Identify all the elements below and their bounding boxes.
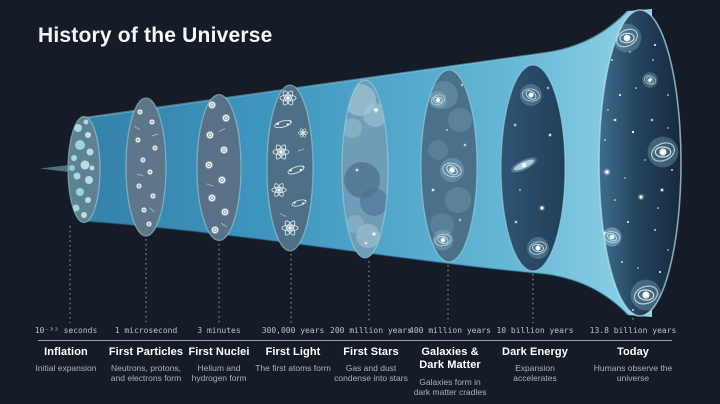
stage-column-galaxies-dark-matter: Galaxies & Dark Matter Galaxies form in … <box>400 346 500 398</box>
stage-ellipse-star-forming-clouds <box>341 79 389 259</box>
time-label-first-particles: 1 microsecond <box>114 326 178 335</box>
stage-name: First Nuclei <box>188 346 250 358</box>
stage-column-first-nuclei: First Nuclei Helium and hydrogen form <box>169 346 269 384</box>
stage-description: Galaxies form in dark matter cradles <box>413 376 487 398</box>
stage-ellipse-first-atoms <box>266 84 314 252</box>
time-label-first-nuclei: 3 minutes <box>197 326 241 335</box>
stage-description: Neutrons, protons, and electrons form <box>110 362 182 384</box>
stage-column-first-stars: First Stars Gas and dust condense into s… <box>321 346 421 384</box>
stage-name: Inflation <box>44 346 88 358</box>
stage-column-today: Today Humans observe the universe <box>583 346 683 384</box>
stage-ellipse-early-galaxies <box>420 69 478 263</box>
timeline-ticks <box>69 226 634 323</box>
time-label-galaxies: 400 million years <box>409 326 491 335</box>
stage-description: Expansion accelerates <box>513 362 557 384</box>
stage-description: Initial expansion <box>35 362 97 373</box>
stage-name: First Light <box>265 346 321 358</box>
stage-description: Humans observe the universe <box>593 362 673 384</box>
stage-description: Helium and hydrogen form <box>191 362 247 384</box>
time-label-today: 13.8 billion years <box>589 326 677 335</box>
page-title: History of the Universe <box>38 24 273 47</box>
stage-ellipse-modern-universe <box>598 9 682 317</box>
stage-name: Today <box>616 346 650 358</box>
time-label-first-stars: 200 million years <box>330 326 412 335</box>
stage-ellipse-subatomic-particles <box>125 97 167 237</box>
stage-name: Dark Energy <box>502 346 568 358</box>
stage-column-inflation: Inflation Initial expansion <box>16 346 116 373</box>
stage-name: First Stars <box>343 346 399 358</box>
time-label-first-light: 300,000 years <box>261 326 325 335</box>
stage-ellipse-atomic-nuclei <box>196 93 242 242</box>
stage-column-first-particles: First Particles Neutrons, protons, and e… <box>96 346 196 384</box>
time-label-dark-energy: 10 billion years <box>496 326 574 335</box>
time-label-inflation: 10⁻³² seconds <box>34 326 98 335</box>
stage-ellipse-accelerating-galaxies <box>500 64 566 272</box>
stage-name: Galaxies & Dark Matter <box>419 346 481 371</box>
cone-bottom-shade <box>83 220 629 316</box>
stage-ellipse-quantum-fluctuations <box>67 115 101 224</box>
stage-column-first-light: First Light The first atoms form <box>243 346 343 373</box>
stage-description: The first atoms form <box>255 362 331 373</box>
timeline-axis <box>38 340 672 341</box>
stage-column-dark-energy: Dark Energy Expansion accelerates <box>485 346 585 384</box>
stage-name: First Particles <box>108 346 184 358</box>
cone-top-highlight <box>83 10 629 119</box>
stage-description: Gas and dust condense into stars <box>334 362 408 384</box>
